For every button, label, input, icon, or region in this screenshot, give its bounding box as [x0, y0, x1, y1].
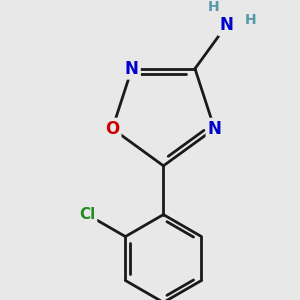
Text: H: H — [245, 14, 257, 27]
Text: Cl: Cl — [79, 207, 95, 222]
Text: N: N — [220, 16, 233, 34]
Text: N: N — [208, 120, 221, 138]
Text: N: N — [125, 60, 139, 78]
Text: O: O — [105, 120, 119, 138]
Text: H: H — [207, 0, 219, 14]
